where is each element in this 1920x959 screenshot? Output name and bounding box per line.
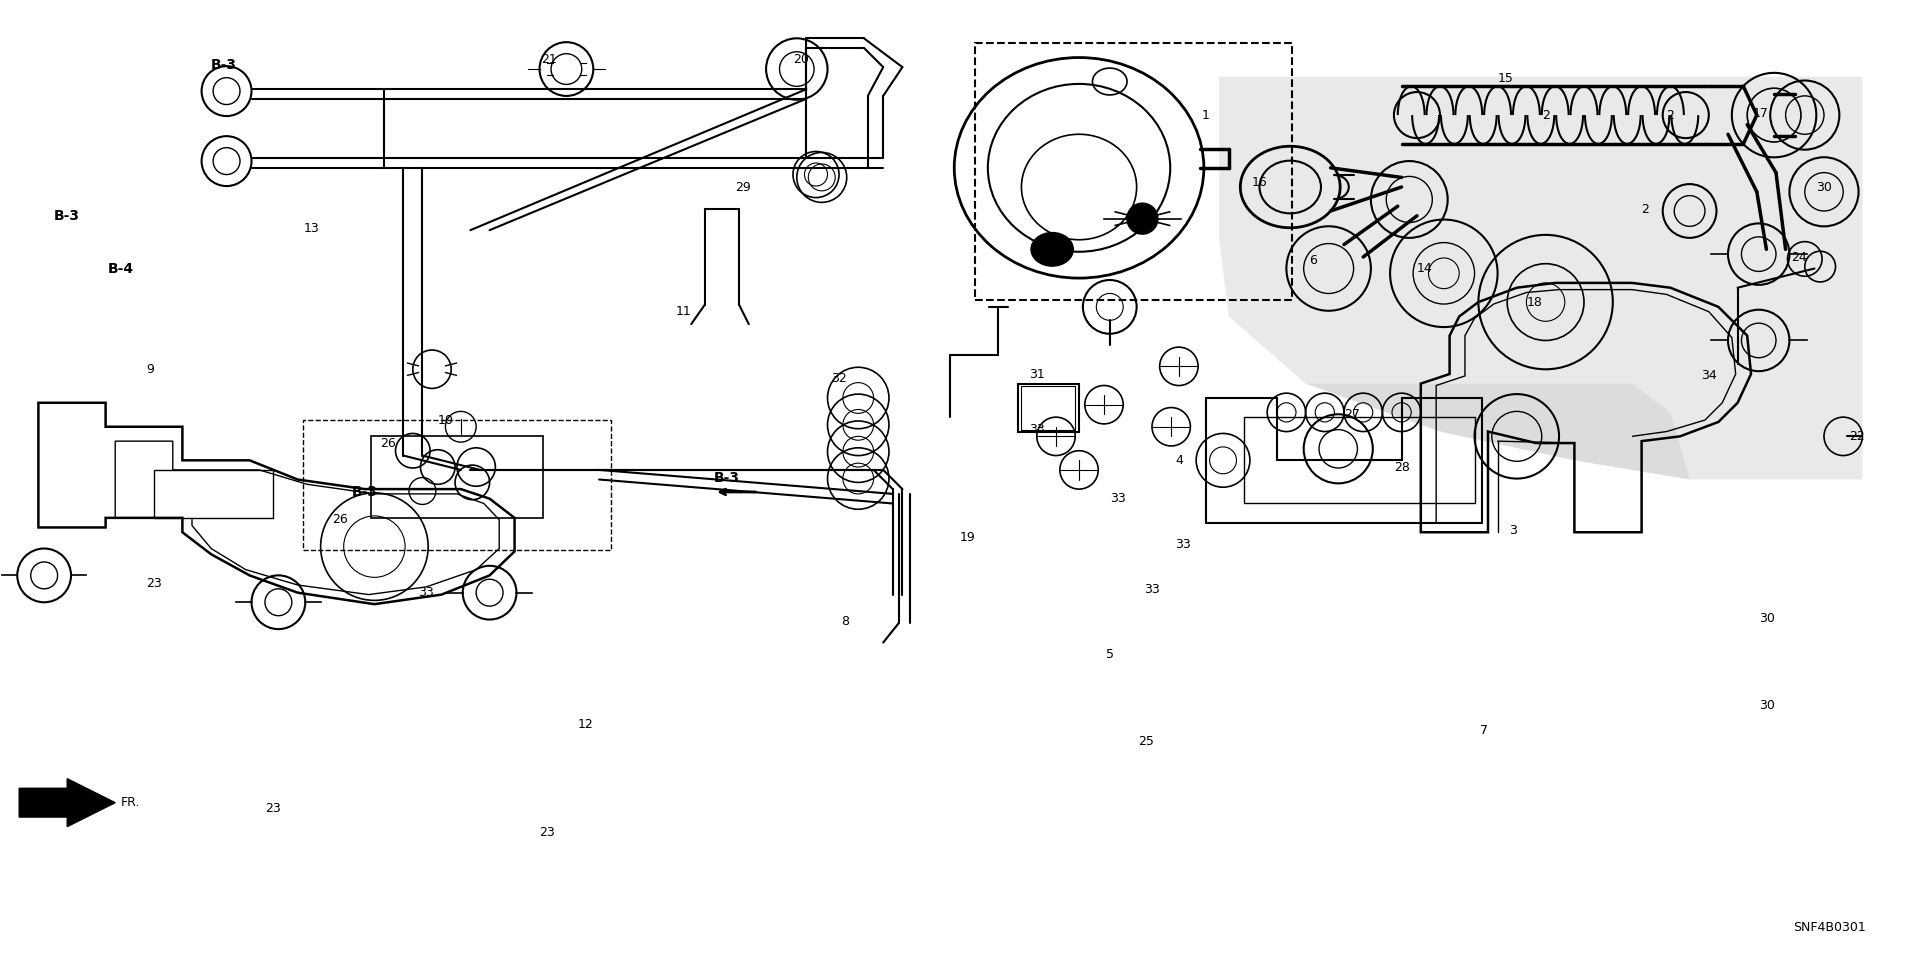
Text: 11: 11 xyxy=(676,305,691,318)
Polygon shape xyxy=(1219,77,1862,480)
Polygon shape xyxy=(1181,384,1690,480)
Text: 19: 19 xyxy=(960,530,975,544)
Text: 5: 5 xyxy=(1106,647,1114,661)
Text: 17: 17 xyxy=(1753,106,1768,120)
Text: 18: 18 xyxy=(1526,295,1542,309)
Text: 12: 12 xyxy=(578,717,593,731)
Text: 33: 33 xyxy=(1029,423,1044,436)
Text: 33: 33 xyxy=(1175,538,1190,551)
Text: 23: 23 xyxy=(540,826,555,839)
Text: 14: 14 xyxy=(1417,262,1432,275)
Bar xyxy=(154,470,273,518)
Text: 30: 30 xyxy=(1759,699,1774,713)
Text: B-3: B-3 xyxy=(714,471,741,484)
Text: 9: 9 xyxy=(146,363,154,376)
Text: 33: 33 xyxy=(1110,492,1125,505)
Text: 7: 7 xyxy=(1480,724,1488,737)
Text: 13: 13 xyxy=(303,222,319,235)
Text: 6: 6 xyxy=(1309,254,1317,268)
Text: FR.: FR. xyxy=(121,796,140,809)
Text: B-3: B-3 xyxy=(211,58,238,72)
Text: 34: 34 xyxy=(1701,369,1716,383)
Text: SNF4B0301: SNF4B0301 xyxy=(1793,921,1866,934)
Bar xyxy=(1018,384,1079,432)
Text: 31: 31 xyxy=(1029,367,1044,381)
Bar xyxy=(303,420,611,550)
Bar xyxy=(1021,386,1075,430)
Text: 8: 8 xyxy=(841,615,849,628)
Text: 32: 32 xyxy=(831,372,847,386)
Text: 28: 28 xyxy=(1394,461,1409,475)
Text: 16: 16 xyxy=(1252,175,1267,189)
Text: 21: 21 xyxy=(541,53,557,66)
Text: 23: 23 xyxy=(265,802,280,815)
Text: 10: 10 xyxy=(438,413,453,427)
Text: 30: 30 xyxy=(1759,612,1774,625)
Text: 24: 24 xyxy=(1791,250,1807,264)
Text: 3: 3 xyxy=(1509,524,1517,537)
Text: 27: 27 xyxy=(1344,408,1359,421)
Ellipse shape xyxy=(1031,232,1073,267)
Text: 29: 29 xyxy=(735,180,751,194)
Text: 2: 2 xyxy=(1667,108,1674,122)
Text: 22: 22 xyxy=(1849,430,1864,443)
Circle shape xyxy=(1127,203,1158,234)
Text: 33: 33 xyxy=(419,586,434,599)
Text: 1: 1 xyxy=(1202,108,1210,122)
Text: B-4: B-4 xyxy=(108,262,134,275)
Text: 26: 26 xyxy=(380,436,396,450)
Text: 26: 26 xyxy=(332,513,348,526)
Bar xyxy=(1244,417,1475,503)
Text: 2: 2 xyxy=(1542,108,1549,122)
Text: B-3: B-3 xyxy=(54,209,81,222)
Text: 4: 4 xyxy=(1175,454,1183,467)
Text: B-3: B-3 xyxy=(351,485,378,499)
Bar xyxy=(975,43,1292,300)
Text: 33: 33 xyxy=(1144,583,1160,596)
Polygon shape xyxy=(19,779,115,827)
Text: 25: 25 xyxy=(1139,735,1154,748)
Text: 15: 15 xyxy=(1498,72,1513,85)
Text: 30: 30 xyxy=(1816,180,1832,194)
Text: 2: 2 xyxy=(1642,202,1649,216)
Bar xyxy=(371,436,543,518)
Text: 23: 23 xyxy=(146,576,161,590)
Text: 20: 20 xyxy=(793,53,808,66)
